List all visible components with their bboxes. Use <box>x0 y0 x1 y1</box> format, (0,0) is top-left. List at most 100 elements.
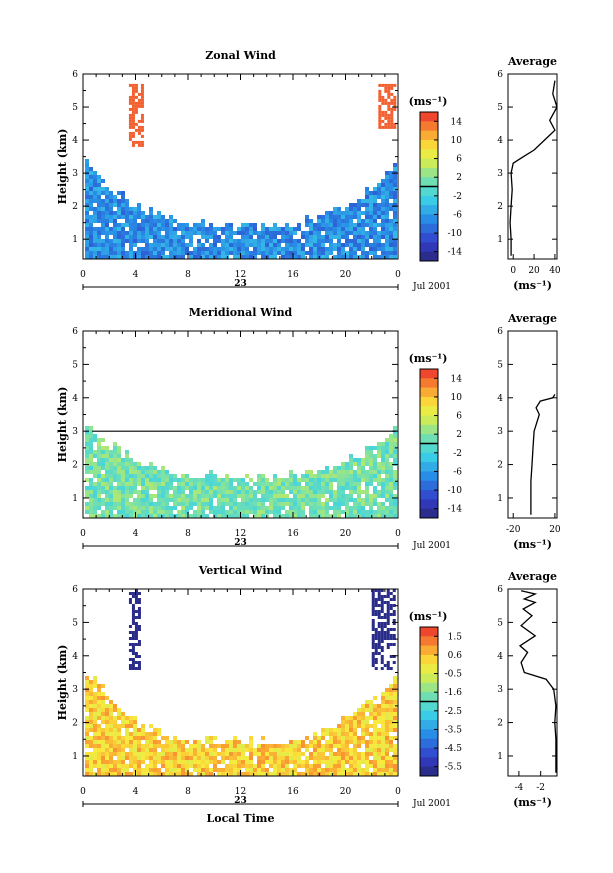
heatmap-cell <box>377 502 381 506</box>
heatmap-cell <box>109 450 113 454</box>
heatmap-cell <box>149 462 153 466</box>
heatmap-cell <box>113 199 117 203</box>
heatmap-cell <box>357 470 361 474</box>
average-profile-line <box>509 80 558 256</box>
heatmap-cell <box>173 736 177 740</box>
heatmap-cell <box>229 486 233 490</box>
heatmap-cell <box>305 239 309 243</box>
heatmap-cell <box>128 131 132 135</box>
heatmap-cell <box>205 474 209 478</box>
heatmap-cell <box>349 764 353 768</box>
heatmap-cell <box>237 490 241 494</box>
heatmap-cell <box>293 752 297 756</box>
heatmap-cell <box>377 223 381 227</box>
heatmap-cell <box>333 736 337 740</box>
heatmap-cell <box>89 760 93 764</box>
heatmap-cell <box>317 490 321 494</box>
heatmap-cell <box>93 466 97 470</box>
heatmap-cell <box>377 704 381 708</box>
heatmap-cell <box>134 631 138 634</box>
heatmap-cell <box>161 498 165 502</box>
heatmap-cell <box>197 764 201 768</box>
heatmap-cell <box>121 482 125 486</box>
heatmap-cell <box>89 219 93 223</box>
heatmap-cell <box>129 470 133 474</box>
heatmap-cell <box>305 756 309 760</box>
heatmap-cell <box>386 646 390 649</box>
y-tick-label: 3 <box>72 427 78 437</box>
heatmap-cell <box>337 478 341 482</box>
heatmap-cell <box>337 243 341 247</box>
heatmap-cell <box>105 736 109 740</box>
heatmap-cell <box>293 486 297 490</box>
heatmap-cell <box>385 195 389 199</box>
heatmap-cell <box>161 223 165 227</box>
heatmap-cell <box>189 498 193 502</box>
heatmap-cell <box>337 466 341 470</box>
heatmap-cell <box>293 478 297 482</box>
heatmap-cell <box>345 728 349 732</box>
heatmap-cell <box>193 756 197 760</box>
heatmap-cell <box>349 239 353 243</box>
heatmap-cell <box>197 251 201 255</box>
heatmap-cell <box>117 502 121 506</box>
heatmap-cell <box>181 486 185 490</box>
heatmap-cell <box>129 510 133 514</box>
heatmap-cell <box>209 470 213 474</box>
heatmap-cell <box>341 219 345 223</box>
heatmap-cell <box>97 728 101 732</box>
heatmap-cell <box>145 506 149 510</box>
colorbar-tick-label: 2 <box>456 430 462 440</box>
heatmap-cell <box>85 684 89 688</box>
heatmap-cell <box>113 219 117 223</box>
heatmap-cell <box>93 450 97 454</box>
heatmap-cell <box>181 756 185 760</box>
heatmap-cell <box>157 215 161 219</box>
heatmap-cell <box>390 110 394 114</box>
heatmap-cell <box>253 482 257 486</box>
heatmap-cell <box>281 231 285 235</box>
heatmap-cell <box>373 764 377 768</box>
heatmap-cell <box>309 251 313 255</box>
heatmap-cell <box>389 607 393 610</box>
colorbar-segment <box>420 673 438 684</box>
heatmap-cell <box>125 756 129 760</box>
heatmap-cell <box>385 692 389 696</box>
average-x-tick-label: 20 <box>528 266 540 276</box>
heatmap-cell <box>165 490 169 494</box>
heatmap-cell <box>153 772 157 776</box>
heatmap-cell <box>177 514 181 518</box>
heatmap-cell <box>189 235 193 239</box>
heatmap-cell <box>313 506 317 510</box>
heatmap-cell <box>161 478 165 482</box>
heatmap-cell <box>393 680 397 684</box>
heatmap-cell <box>197 498 201 502</box>
heatmap-cell <box>197 494 201 498</box>
x-tick-label: 0 <box>395 270 401 280</box>
heatmap-cell <box>169 223 173 227</box>
heatmap-cell <box>305 215 309 219</box>
heatmap-cell <box>131 101 135 105</box>
heatmap-cell <box>374 604 378 607</box>
heatmap-cell <box>131 140 135 144</box>
heatmap-cell <box>313 478 317 482</box>
heatmap-cell <box>85 243 89 247</box>
heatmap-cell <box>377 595 381 598</box>
average-profile-line <box>518 590 557 773</box>
heatmap-cell <box>365 486 369 490</box>
heatmap-cell <box>177 768 181 772</box>
heatmap-cell <box>121 235 125 239</box>
average-x-label: (ms⁻¹) <box>513 279 552 292</box>
heatmap-cell <box>85 696 89 700</box>
heatmap-cell <box>265 486 269 490</box>
heatmap-cell <box>361 474 365 478</box>
heatmap-cell <box>373 494 377 498</box>
heatmap-cell <box>141 227 145 231</box>
heatmap-cell <box>157 251 161 255</box>
heatmap-cell <box>125 231 129 235</box>
heatmap-cell <box>121 752 125 756</box>
heatmap-cell <box>317 764 321 768</box>
heatmap-cell <box>131 119 135 123</box>
heatmap-cell <box>257 243 261 247</box>
heatmap-cell <box>309 772 313 776</box>
